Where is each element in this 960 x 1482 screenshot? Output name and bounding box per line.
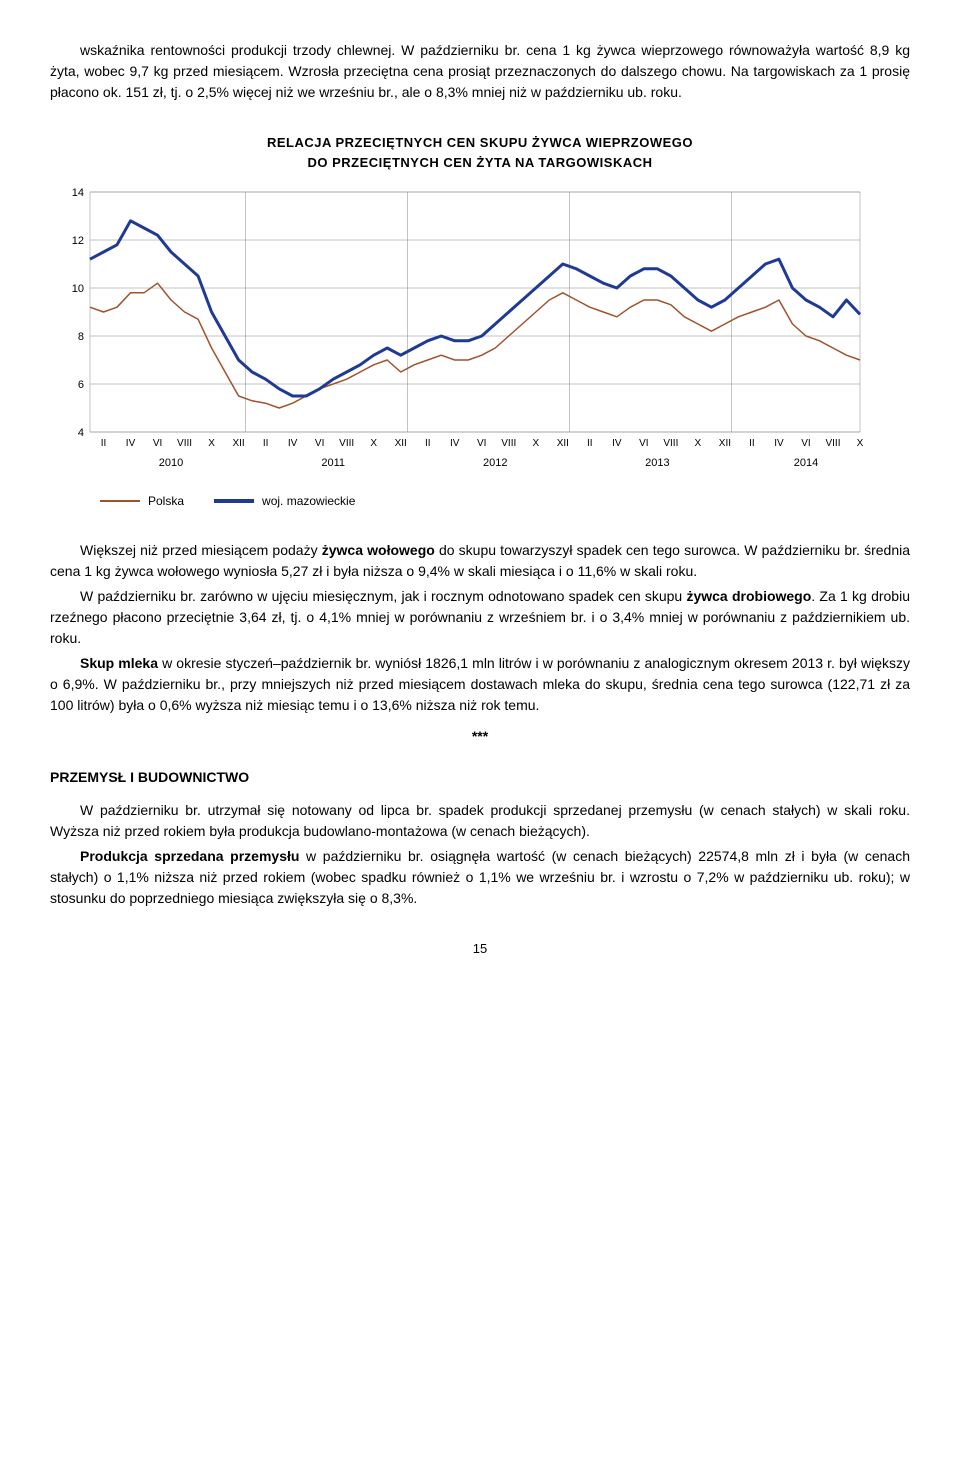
svg-text:2012: 2012 [483,457,507,469]
svg-text:X: X [370,438,377,449]
bold: żywca wołowego [322,542,435,558]
svg-text:XII: XII [719,438,731,449]
paragraph-3: W październiku br. zarówno w ujęciu mies… [50,586,910,649]
svg-text:II: II [749,438,755,449]
svg-text:12: 12 [72,235,84,247]
svg-text:IV: IV [288,438,298,449]
svg-text:IV: IV [126,438,136,449]
legend-label-polska: Polska [148,492,184,510]
chart-title: RELACJA PRZECIĘTNYCH CEN SKUPU ŻYWCA WIE… [50,133,910,172]
bold: Skup mleka [80,655,158,671]
svg-text:2011: 2011 [321,457,345,469]
text: Większej niż przed miesiącem podaży [80,542,322,558]
svg-text:14: 14 [72,187,84,199]
text: W październiku br. zarówno w ujęciu mies… [80,588,686,604]
svg-text:X: X [532,438,539,449]
svg-text:8: 8 [78,331,84,343]
legend-swatch-polska [100,500,140,502]
page-number: 15 [50,939,910,959]
legend-item-mazowieckie: woj. mazowieckie [214,492,355,510]
section-heading: PRZEMYSŁ I BUDOWNICTWO [50,767,910,788]
svg-text:VIII: VIII [825,438,840,449]
svg-text:VIII: VIII [177,438,192,449]
text: w okresie styczeń–październik br. wyniós… [50,655,910,713]
svg-text:XII: XII [557,438,569,449]
svg-text:VIII: VIII [339,438,354,449]
legend-label-mazowieckie: woj. mazowieckie [262,492,355,510]
paragraph-1: wskaźnika rentowności produkcji trzody c… [50,40,910,103]
svg-text:VI: VI [639,438,648,449]
bold: żywca drobiowego [686,588,811,604]
chart-svg: 141210864IIIVVIVIIIXXIIIIIVVIVIIIXXIIIII… [50,182,870,482]
svg-text:6: 6 [78,379,84,391]
svg-text:X: X [695,438,702,449]
chart-title-line2: DO PRZECIĘTNYCH CEN ŻYTA NA TARGOWISKACH [308,155,653,170]
legend-item-polska: Polska [100,492,184,510]
svg-text:XII: XII [232,438,244,449]
paragraph-6: Produkcja sprzedana przemysłu w paździer… [50,846,910,909]
svg-text:2010: 2010 [159,457,183,469]
svg-text:IV: IV [450,438,460,449]
svg-text:IV: IV [774,438,784,449]
svg-text:2014: 2014 [794,457,818,469]
svg-text:2013: 2013 [645,457,669,469]
svg-text:4: 4 [78,427,84,439]
svg-text:XII: XII [395,438,407,449]
svg-text:II: II [101,438,107,449]
bold: Produkcja sprzedana przemysłu [80,848,299,864]
svg-text:VI: VI [801,438,810,449]
svg-text:VI: VI [477,438,486,449]
svg-text:II: II [587,438,593,449]
line-chart: 141210864IIIVVIVIIIXXIIIIIVVIVIIIXXIIIII… [50,182,910,482]
svg-text:VIII: VIII [663,438,678,449]
section-divider-stars: *** [50,726,910,747]
svg-text:10: 10 [72,283,84,295]
svg-text:X: X [208,438,215,449]
legend-swatch-mazowieckie [214,499,254,503]
svg-text:VI: VI [153,438,162,449]
svg-text:VI: VI [315,438,324,449]
svg-text:II: II [263,438,269,449]
paragraph-2: Większej niż przed miesiącem podaży żywc… [50,540,910,582]
paragraph-5: W październiku br. utrzymał się notowany… [50,800,910,842]
chart-title-line1: RELACJA PRZECIĘTNYCH CEN SKUPU ŻYWCA WIE… [267,135,693,150]
svg-text:X: X [857,438,864,449]
svg-text:IV: IV [612,438,622,449]
svg-text:II: II [425,438,431,449]
paragraph-4: Skup mleka w okresie styczeń–październik… [50,653,910,716]
chart-legend: Polska woj. mazowieckie [100,492,910,510]
svg-text:VIII: VIII [501,438,516,449]
